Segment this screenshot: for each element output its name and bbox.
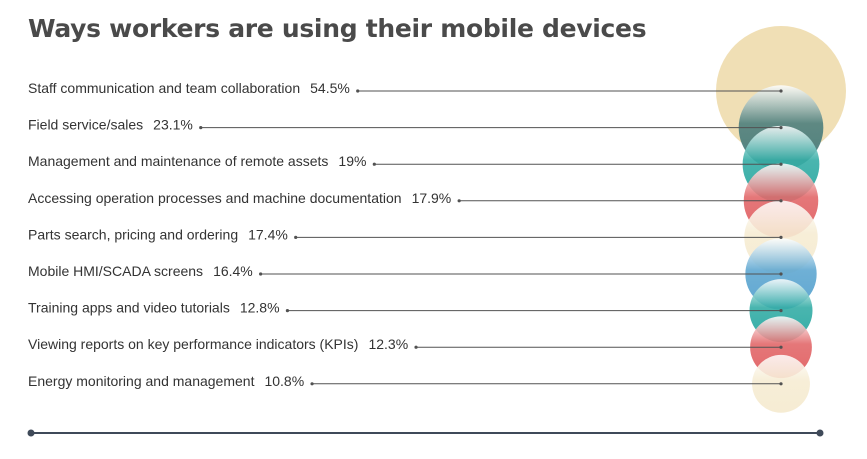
row-label-4: Accessing operation processes and machin… [28, 190, 451, 206]
row-label-1: Staff communication and team collaborati… [28, 80, 350, 96]
category-label: Staff communication and team collaborati… [28, 80, 300, 96]
rows-layer: Staff communication and team collaborati… [28, 80, 783, 389]
leader-end-dot [779, 309, 783, 313]
category-label: Accessing operation processes and machin… [28, 190, 402, 206]
row-label-2: Field service/sales 23.1% [28, 117, 193, 133]
leader-start-dot [285, 309, 290, 313]
category-label: Management and maintenance of remote ass… [28, 153, 328, 169]
leader-start-dot [372, 162, 376, 166]
row-label-8: Viewing reports on key performance indic… [28, 336, 408, 352]
bottom-axis [27, 429, 824, 437]
leader-start-dot [356, 89, 360, 93]
leader-end-dot [779, 235, 783, 239]
bottom-rule-left-dot [27, 429, 35, 437]
value-label: 17.4% [248, 226, 288, 242]
leader-start-dot [294, 235, 298, 239]
leader-start-dot [199, 126, 203, 130]
row-label-7: Training apps and video tutorials 12.8% [28, 300, 280, 316]
category-label: Training apps and video tutorials [28, 300, 230, 316]
bubbles-layer [716, 26, 846, 413]
value-label: 12.3% [368, 336, 408, 352]
row-label-5: Parts search, pricing and ordering 17.4% [28, 226, 288, 242]
value-label: 23.1% [153, 117, 193, 133]
category-label: Viewing reports on key performance indic… [28, 336, 358, 352]
leader-end-dot [779, 272, 783, 276]
leader-end-dot [779, 126, 783, 130]
leader-start-dot [414, 345, 418, 349]
chart-title: Ways workers are using their mobile devi… [28, 14, 647, 43]
leader-end-dot [779, 382, 783, 386]
leader-start-dot [457, 199, 461, 203]
category-label: Energy monitoring and management [28, 373, 255, 389]
leader-end-dot [779, 199, 783, 203]
row-label-3: Management and maintenance of remote ass… [28, 153, 366, 169]
category-label: Mobile HMI/SCADA screens [28, 263, 203, 279]
value-label: 12.8% [240, 300, 280, 316]
row-label-9: Energy monitoring and management 10.8% [28, 373, 304, 389]
leader-end-dot [779, 162, 783, 166]
leader-start-dot [259, 272, 263, 276]
leader-start-dot [310, 382, 314, 386]
value-label: 17.9% [412, 190, 452, 206]
value-label: 10.8% [264, 373, 304, 389]
leader-end-dot [779, 345, 783, 349]
category-label: Field service/sales [28, 117, 143, 133]
value-label: 19% [338, 153, 366, 169]
value-label: 16.4% [213, 263, 253, 279]
row-label-6: Mobile HMI/SCADA screens 16.4% [28, 263, 253, 279]
category-label: Parts search, pricing and ordering [28, 226, 238, 242]
value-label: 54.5% [310, 80, 350, 96]
bottom-rule-right-dot [816, 429, 824, 437]
leader-end-dot [779, 89, 783, 93]
